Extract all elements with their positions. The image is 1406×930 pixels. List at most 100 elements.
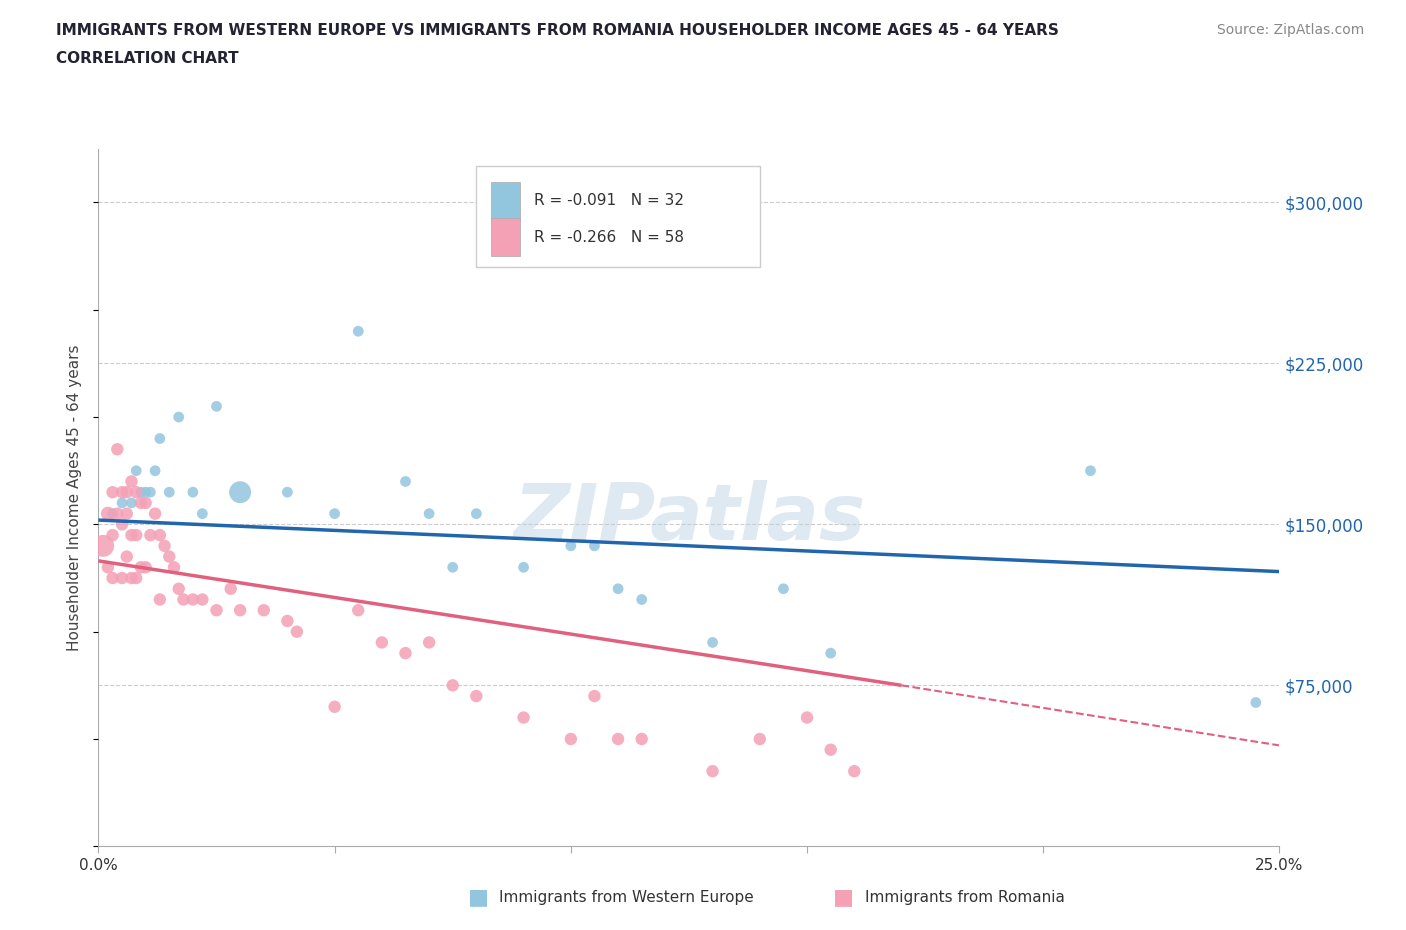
Point [560, 732, 582, 747]
Point [465, 688, 488, 703]
Point [394, 645, 416, 660]
Point [371, 635, 394, 650]
Point [125, 571, 148, 586]
Text: R = -0.091   N = 32: R = -0.091 N = 32 [534, 193, 685, 208]
Point [129, 496, 152, 511]
Point [125, 463, 148, 478]
Point [121, 527, 143, 542]
Point [1080, 463, 1102, 478]
Point [129, 560, 152, 575]
Point [820, 645, 842, 660]
Point [607, 732, 630, 747]
Point [219, 581, 242, 596]
Point [111, 485, 134, 499]
Point [167, 409, 190, 424]
Point [111, 517, 134, 532]
Point [630, 592, 652, 607]
Point [191, 506, 214, 521]
Point [101, 506, 124, 521]
Bar [491, 181, 520, 220]
Text: Source: ZipAtlas.com: Source: ZipAtlas.com [1216, 23, 1364, 37]
Point [276, 614, 298, 629]
Point [101, 485, 124, 499]
Point [512, 711, 534, 725]
Point [97, 506, 120, 521]
Point [1244, 695, 1267, 710]
Point [97, 560, 120, 575]
Point [172, 592, 194, 607]
Point [253, 603, 276, 618]
Point [129, 485, 152, 499]
Point [149, 432, 172, 446]
Point [111, 496, 134, 511]
Point [149, 592, 172, 607]
Point [323, 506, 346, 521]
Point [111, 571, 134, 586]
Point [143, 506, 166, 521]
Point [143, 463, 166, 478]
Text: ■: ■ [834, 887, 853, 908]
Point [702, 635, 724, 650]
Point [205, 399, 228, 414]
Point [125, 485, 148, 499]
Point [101, 527, 124, 542]
Point [105, 506, 128, 521]
Point [285, 624, 308, 639]
Point [105, 442, 128, 457]
Point [418, 506, 440, 521]
Bar [491, 218, 520, 257]
Point [163, 560, 186, 575]
Point [135, 496, 157, 511]
Point [630, 732, 652, 747]
Point [583, 688, 606, 703]
FancyBboxPatch shape [477, 166, 759, 268]
Point [91, 538, 114, 553]
Point [121, 496, 143, 511]
Point [157, 549, 180, 564]
Point [125, 527, 148, 542]
Point [153, 538, 176, 553]
Point [583, 538, 606, 553]
Point [115, 485, 138, 499]
Text: R = -0.266   N = 58: R = -0.266 N = 58 [534, 230, 685, 245]
Point [560, 538, 582, 553]
Point [347, 603, 370, 618]
Point [276, 485, 298, 499]
Point [512, 560, 534, 575]
Text: Immigrants from Western Europe: Immigrants from Western Europe [499, 890, 754, 905]
Point [772, 581, 794, 596]
Text: Immigrants from Romania: Immigrants from Romania [865, 890, 1064, 905]
Text: ■: ■ [468, 887, 488, 908]
Point [229, 603, 252, 618]
Point [796, 711, 818, 725]
Point [181, 592, 204, 607]
Y-axis label: Householder Income Ages 45 - 64 years: Householder Income Ages 45 - 64 years [67, 344, 83, 651]
Point [229, 485, 252, 499]
Point [115, 549, 138, 564]
Point [205, 603, 228, 618]
Point [323, 699, 346, 714]
Point [844, 764, 866, 778]
Text: CORRELATION CHART: CORRELATION CHART [56, 51, 239, 66]
Point [820, 742, 842, 757]
Point [607, 581, 630, 596]
Point [748, 732, 770, 747]
Text: IMMIGRANTS FROM WESTERN EUROPE VS IMMIGRANTS FROM ROMANIA HOUSEHOLDER INCOME AGE: IMMIGRANTS FROM WESTERN EUROPE VS IMMIGR… [56, 23, 1059, 38]
Point [465, 506, 488, 521]
Point [135, 560, 157, 575]
Point [347, 324, 370, 339]
Point [702, 764, 724, 778]
Point [135, 485, 157, 499]
Point [441, 560, 464, 575]
Point [121, 571, 143, 586]
Point [191, 592, 214, 607]
Point [167, 581, 190, 596]
Point [441, 678, 464, 693]
Point [115, 506, 138, 521]
Point [139, 527, 162, 542]
Point [157, 485, 180, 499]
Point [139, 485, 162, 499]
Point [149, 527, 172, 542]
Point [121, 474, 143, 489]
Text: ZIPatlas: ZIPatlas [513, 481, 865, 556]
